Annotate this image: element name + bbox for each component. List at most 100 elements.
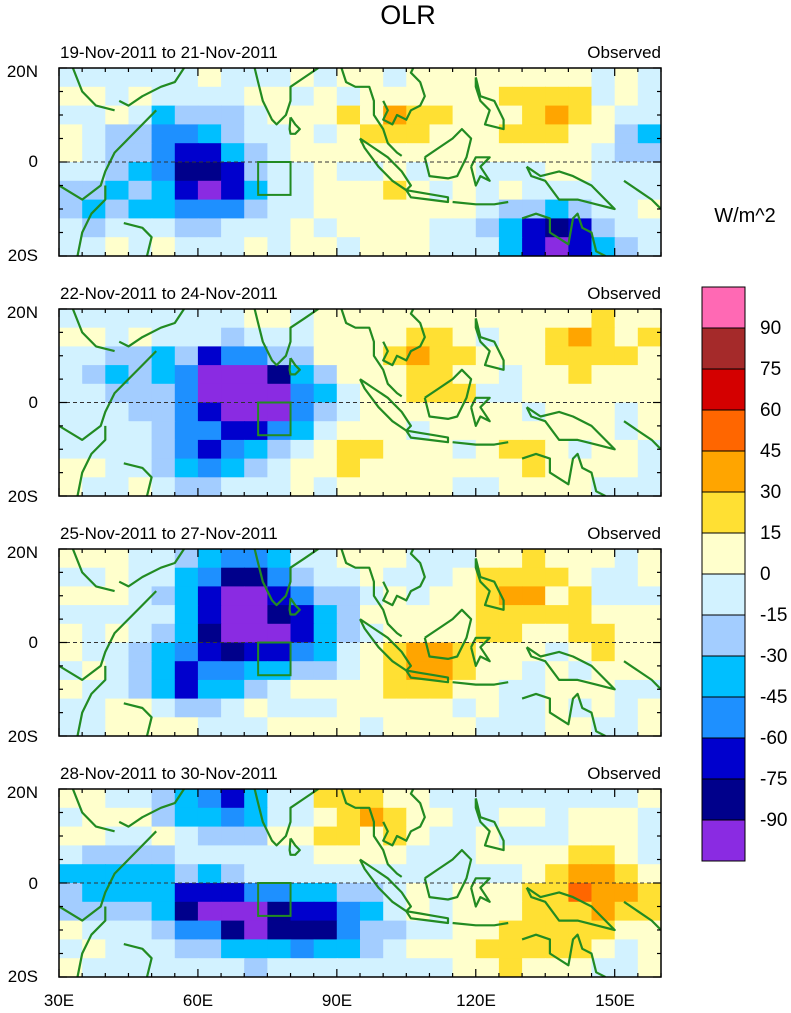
olr-cell — [82, 105, 106, 125]
olr-cell — [591, 549, 616, 569]
olr-cell — [360, 605, 384, 625]
units-label: W/m^2 — [714, 205, 776, 227]
olr-cell — [336, 199, 361, 219]
colorbar-label: -90 — [760, 810, 787, 831]
olr-cell — [336, 586, 361, 606]
olr-cell — [545, 383, 569, 404]
olr-cell — [59, 549, 83, 569]
olr-cell — [568, 939, 593, 959]
olr-cell — [475, 605, 500, 625]
olr-cell — [313, 567, 338, 587]
olr-cell — [336, 864, 361, 884]
olr-cell — [197, 124, 222, 144]
olr-cell — [82, 864, 106, 884]
olr-cell — [151, 586, 176, 606]
olr-cell — [568, 477, 593, 496]
olr-cell — [313, 162, 338, 182]
olr-cell — [221, 346, 245, 366]
olr-cell — [221, 883, 245, 903]
olr-cell — [313, 439, 338, 460]
olr-cell — [360, 162, 384, 182]
colorbar: -90 -75 -60 -45 -30 -15 0 15 30 45 60 75 90 — [701, 286, 787, 862]
colorbar-swatch — [701, 491, 746, 534]
olr-cell — [406, 124, 431, 144]
olr-cell — [429, 901, 454, 922]
panel-2-region-box — [257, 401, 292, 437]
olr-cell — [429, 826, 454, 846]
olr-cell — [290, 586, 315, 606]
olr-cell — [360, 458, 384, 478]
olr-cell — [568, 883, 593, 903]
olr-cell — [82, 789, 106, 809]
olr-cell — [336, 105, 361, 125]
olr-cell — [429, 789, 454, 809]
panel-4-y-label-20s: 20S — [8, 967, 38, 986]
olr-cell — [59, 698, 83, 718]
olr-cell — [360, 365, 384, 385]
coastline — [474, 798, 505, 852]
panel-3-y-label-0: 0 — [29, 633, 38, 652]
olr-cell — [614, 549, 639, 569]
olr-cell — [406, 68, 431, 88]
coastline — [423, 608, 473, 660]
olr-cell — [82, 642, 106, 662]
coastline — [405, 189, 450, 204]
olr-cell — [197, 439, 222, 460]
olr-cell — [475, 124, 500, 144]
olr-cell — [197, 789, 222, 809]
olr-cell — [545, 958, 569, 977]
olr-cell — [545, 477, 569, 496]
olr-cell — [406, 421, 431, 441]
olr-cell — [452, 807, 477, 828]
olr-cell — [360, 346, 384, 366]
olr-cell — [591, 86, 616, 107]
olr-cell — [151, 327, 176, 347]
olr-cell — [475, 679, 500, 700]
olr-cell — [429, 549, 454, 569]
coastline — [359, 378, 412, 432]
panel-4: 28-Nov-2011 to 30-Nov-2011 Observed 20N … — [7, 764, 662, 986]
olr-cell — [545, 826, 569, 846]
olr-cell — [197, 642, 222, 662]
olr-cell — [290, 327, 315, 347]
olr-cell — [614, 199, 639, 219]
olr-cell — [383, 143, 407, 163]
olr-cell — [267, 383, 292, 404]
olr-cell — [59, 717, 83, 736]
olr-cell — [336, 439, 361, 460]
olr-cell — [383, 605, 407, 625]
olr-cell — [452, 162, 477, 182]
olr-cell — [522, 826, 546, 846]
olr-cell — [128, 346, 153, 366]
olr-cell — [151, 309, 176, 329]
coastline — [359, 618, 412, 672]
olr-cell — [290, 807, 315, 828]
olr-cell — [221, 421, 245, 441]
olr-cell — [614, 327, 639, 347]
olr-cell — [498, 421, 523, 441]
olr-cell — [197, 845, 222, 865]
olr-cell — [128, 105, 153, 125]
olr-cell — [614, 86, 639, 107]
olr-cell — [475, 717, 500, 736]
olr-cell — [383, 826, 407, 846]
coastline — [521, 452, 606, 496]
olr-cell — [452, 623, 477, 644]
olr-cell — [151, 124, 176, 144]
olr-cell — [105, 717, 130, 736]
coastline — [340, 68, 403, 157]
olr-cell — [498, 86, 523, 107]
olr-cell — [568, 86, 593, 107]
olr-cell — [151, 180, 176, 201]
olr-cell — [452, 698, 477, 718]
olr-cell — [591, 124, 616, 144]
olr-cell — [568, 458, 593, 478]
coastline — [118, 68, 185, 107]
olr-cell — [498, 642, 523, 662]
olr-cell — [336, 920, 361, 940]
olr-cell — [313, 958, 338, 977]
olr-cell — [105, 86, 130, 107]
olr-cell — [383, 939, 407, 959]
olr-cell — [498, 845, 523, 865]
colorbar-swatch — [701, 327, 746, 370]
